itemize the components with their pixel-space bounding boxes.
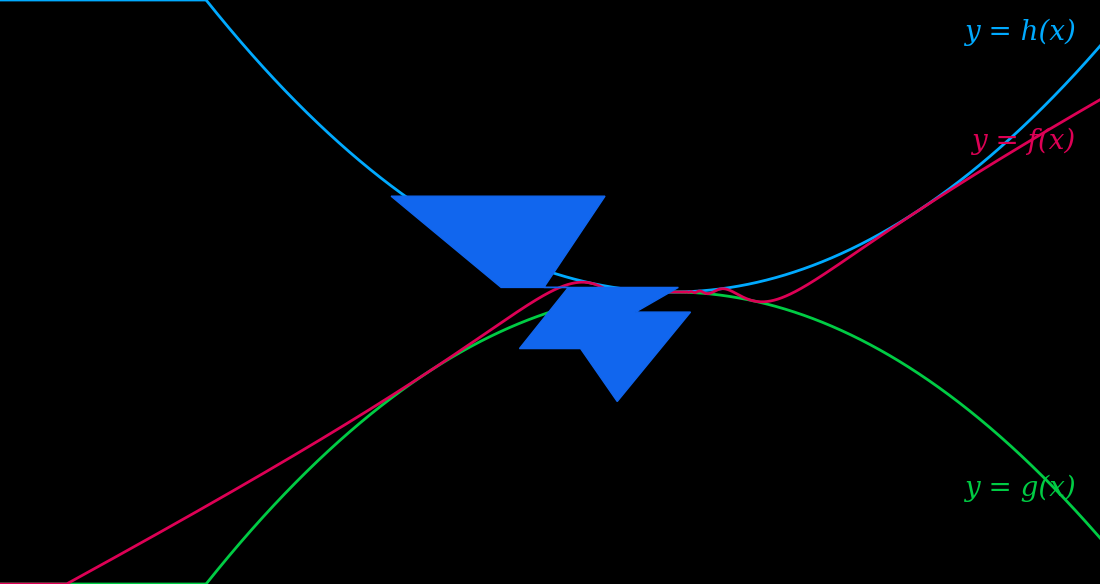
- Text: y = g(x): y = g(x): [964, 475, 1076, 502]
- Text: y = h(x): y = h(x): [964, 18, 1076, 46]
- Text: y = f(x): y = f(x): [971, 128, 1076, 155]
- Polygon shape: [392, 196, 691, 402]
